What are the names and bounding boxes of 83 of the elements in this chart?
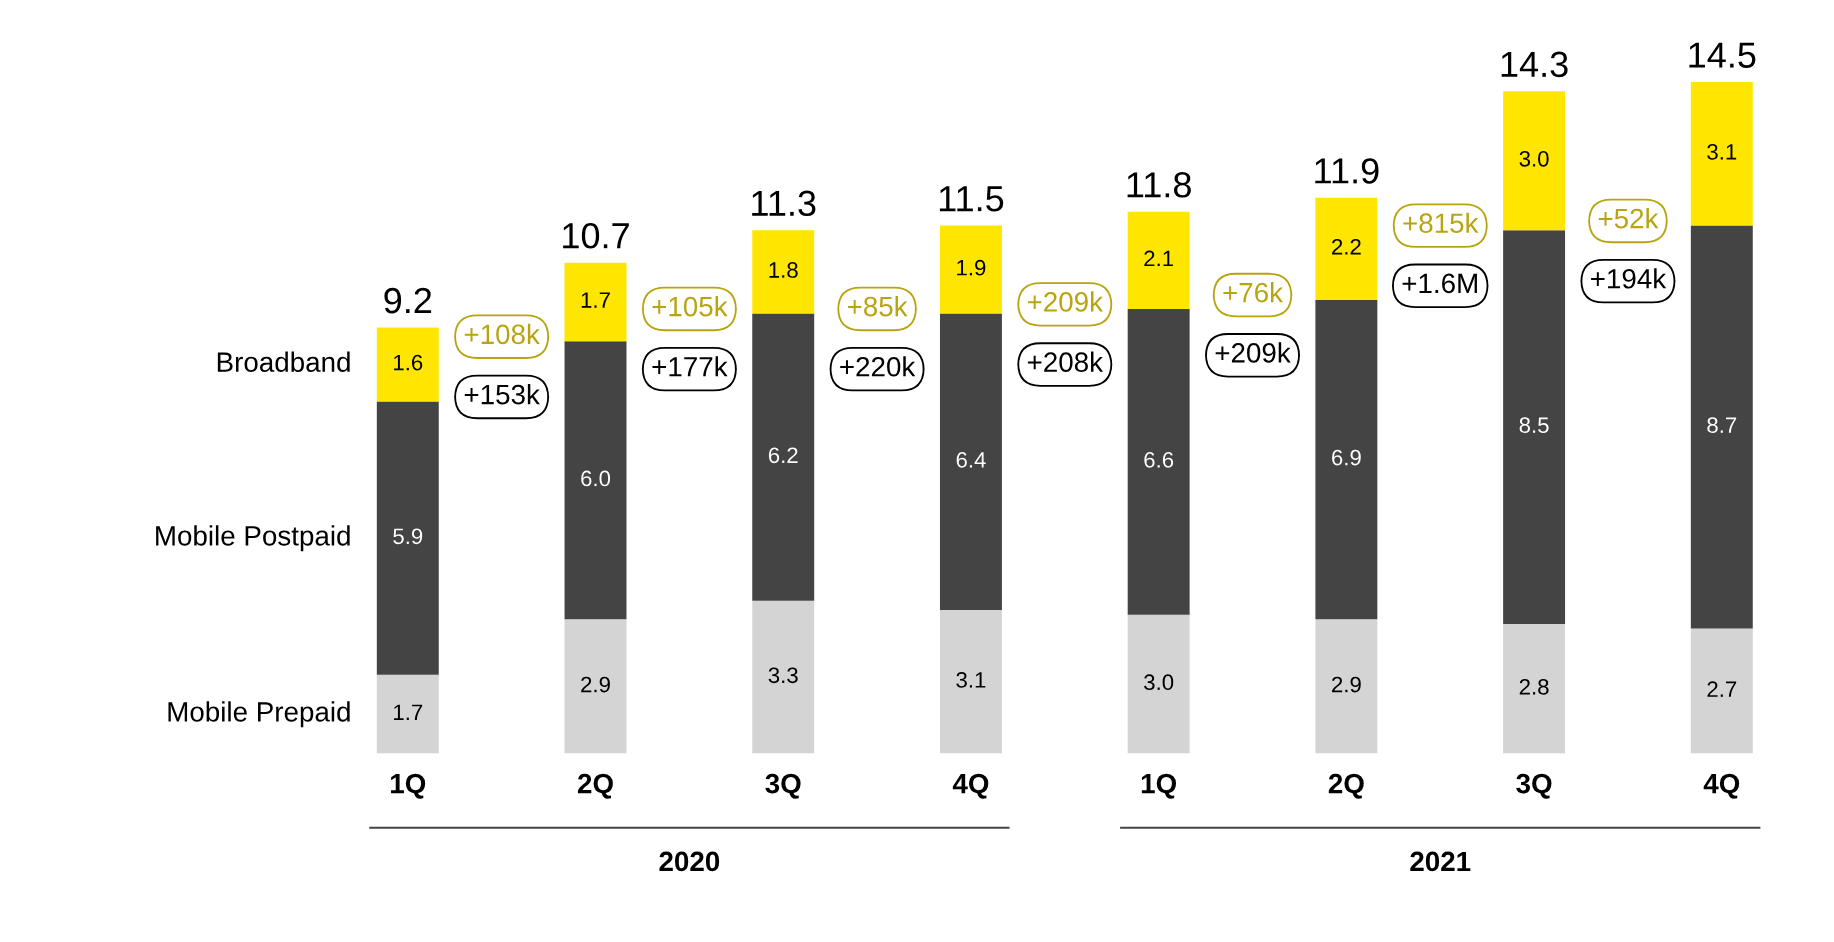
total-label: 11.3 bbox=[752, 190, 816, 217]
data-label: 1.8 bbox=[769, 262, 798, 278]
x-tick-label: 1Q bbox=[1141, 773, 1177, 799]
x-tick-label: 2Q bbox=[577, 773, 613, 799]
data-label: 6.0 bbox=[581, 470, 611, 487]
annotation: +208k bbox=[1027, 351, 1104, 372]
bar bbox=[939, 610, 1002, 754]
data-label: 5.9 bbox=[393, 528, 423, 545]
bar bbox=[1127, 614, 1190, 754]
annotation: +194k bbox=[1591, 268, 1667, 289]
bar bbox=[752, 230, 815, 314]
bar bbox=[1503, 91, 1566, 231]
data-label: 6.4 bbox=[956, 452, 986, 468]
bar bbox=[752, 313, 815, 601]
series-label: Mobile Postpaid bbox=[156, 525, 350, 552]
total-label: 14.5 bbox=[1689, 42, 1756, 68]
data-label: 1.7 bbox=[581, 292, 610, 308]
text: 2021 bbox=[1410, 851, 1471, 872]
x-tick-label: 4Q bbox=[1703, 773, 1740, 799]
bar bbox=[939, 225, 1002, 314]
bar bbox=[1315, 619, 1378, 754]
data-label: 2.9 bbox=[1332, 676, 1361, 693]
bar bbox=[1503, 623, 1566, 754]
bar bbox=[1127, 211, 1190, 309]
bar bbox=[376, 674, 439, 754]
annotation: +85k bbox=[847, 296, 908, 317]
data-label: 1.6 bbox=[394, 354, 423, 371]
x-tick-label: 4Q bbox=[952, 773, 989, 799]
annotation: +105k bbox=[652, 296, 728, 317]
x-tick-label: 2Q bbox=[1328, 773, 1364, 799]
bar bbox=[1690, 628, 1753, 754]
data-label: 2.8 bbox=[1519, 678, 1549, 695]
data-label: 1.7 bbox=[394, 704, 423, 720]
data-label: 1.9 bbox=[957, 259, 986, 276]
total-label: 11.5 bbox=[939, 186, 1004, 212]
data-label: 6.2 bbox=[768, 447, 798, 464]
bar bbox=[564, 341, 627, 620]
bar bbox=[1503, 230, 1566, 624]
series-label: Broadband bbox=[217, 351, 350, 372]
annotation: +209k bbox=[1215, 342, 1291, 363]
x-tick-label: 1Q bbox=[391, 773, 426, 799]
bar bbox=[752, 600, 815, 754]
data-label: 3.3 bbox=[768, 667, 798, 684]
total-label: 10.7 bbox=[563, 222, 629, 249]
bar bbox=[1690, 225, 1753, 629]
data-label: 8.7 bbox=[1707, 417, 1737, 434]
bar bbox=[1315, 299, 1378, 620]
data-label: 3.1 bbox=[1707, 144, 1737, 160]
x-tick-label: 3Q bbox=[765, 773, 801, 799]
annotation: +209k bbox=[1027, 291, 1104, 312]
annotation: +108k bbox=[464, 323, 540, 345]
data-label: 6.6 bbox=[1144, 452, 1174, 468]
annotation: +1.6M bbox=[1402, 273, 1477, 294]
bar bbox=[1690, 81, 1753, 226]
total-label: 14.3 bbox=[1501, 51, 1568, 78]
data-label: 3.0 bbox=[1144, 674, 1174, 691]
data-label: 2.1 bbox=[1144, 250, 1174, 267]
total-label: 11.9 bbox=[1315, 158, 1379, 184]
data-label: 2.2 bbox=[1332, 238, 1361, 255]
annotation: +76k bbox=[1223, 282, 1284, 303]
data-label: 8.5 bbox=[1519, 417, 1549, 434]
annotation: +815k bbox=[1403, 212, 1479, 234]
bar bbox=[564, 619, 627, 754]
total-label: 9.2 bbox=[384, 287, 432, 314]
bar bbox=[376, 401, 439, 675]
series-label: Mobile Prepaid bbox=[168, 701, 350, 728]
x-tick-label: 3Q bbox=[1516, 773, 1552, 799]
data-label: 3.1 bbox=[956, 672, 986, 688]
bar bbox=[939, 313, 1002, 611]
data-label: 2.9 bbox=[581, 676, 610, 693]
annotation: +153k bbox=[464, 384, 540, 405]
annotation: +220k bbox=[840, 356, 916, 377]
bar bbox=[1127, 308, 1190, 615]
text: 2020 bbox=[659, 851, 720, 872]
data-label: 6.9 bbox=[1332, 449, 1361, 466]
bar bbox=[564, 262, 627, 342]
bar bbox=[376, 327, 439, 402]
data-label: 2.7 bbox=[1707, 681, 1737, 697]
data-label: 3.0 bbox=[1519, 150, 1549, 167]
annotation: +52k bbox=[1598, 208, 1659, 229]
bar bbox=[1315, 197, 1378, 300]
total-label: 11.8 bbox=[1127, 172, 1191, 198]
annotation: +177k bbox=[652, 356, 728, 377]
